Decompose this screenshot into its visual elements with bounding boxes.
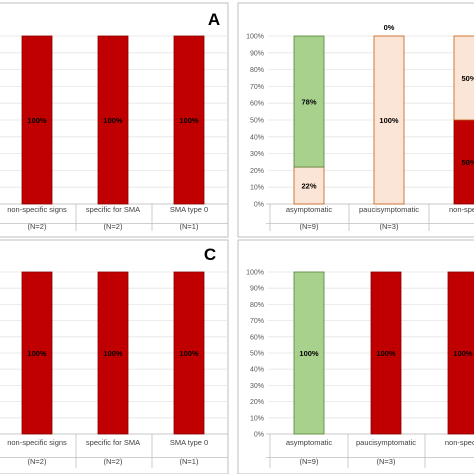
- bar-value-label: 100%: [379, 116, 399, 125]
- y-tick-label: 60%: [250, 334, 264, 341]
- bar-segment: [173, 35, 205, 205]
- bar-segment: [293, 35, 325, 168]
- y-tick-label: 0%: [254, 202, 264, 209]
- y-tick-label: 80%: [250, 302, 264, 309]
- panel-frame: [237, 239, 474, 474]
- y-tick-label: 50%: [250, 118, 264, 125]
- y-tick-label: 40%: [250, 134, 264, 141]
- bar-segment: [293, 166, 325, 205]
- panel-letter: C: [204, 245, 216, 264]
- x-category-label: SMA type 0: [170, 205, 208, 214]
- y-tick-label: 10%: [250, 185, 264, 192]
- x-category-label: SMA type 0: [170, 438, 208, 447]
- x-category-label: non-specifi: [445, 438, 474, 447]
- y-tick-label: 70%: [250, 84, 264, 91]
- bar-value-label: 100%: [376, 349, 396, 358]
- y-tick-label: 90%: [250, 50, 264, 57]
- x-category-label: non-specific: [449, 205, 474, 214]
- y-tick-label: 90%: [250, 286, 264, 293]
- x-category-count: (N=3): [377, 457, 396, 466]
- y-tick-label: 10%: [250, 415, 264, 422]
- y-tick-label: 70%: [250, 318, 264, 325]
- bar-value-label: 78%: [301, 98, 316, 107]
- bar-value-label: 100%: [453, 349, 473, 358]
- bar-value-label: 100%: [299, 349, 319, 358]
- x-category-label: asymptomatic: [286, 438, 333, 447]
- y-tick-label: 0%: [254, 432, 264, 439]
- x-category-count: (N=2): [28, 222, 47, 231]
- y-tick-label: 40%: [250, 367, 264, 374]
- chart-panel-2: 0% 10% 20% 30% 40% 50% 60% 70% 80% 90% 100% 22% 78% a…: [237, 2, 474, 238]
- x-category-label: specific for SMA: [86, 438, 140, 447]
- bar-segment: [21, 271, 53, 435]
- bar-segment: [370, 271, 402, 435]
- x-category-label: asymptomatic: [286, 205, 333, 214]
- bar-value-label: 22%: [301, 182, 316, 191]
- x-category-count: (N=1): [180, 222, 199, 231]
- bar-value-label: 50%: [461, 158, 474, 167]
- x-category-count: (N=2): [104, 457, 123, 466]
- x-category-label: paucisymptomatic: [359, 205, 419, 214]
- bar-segment: [293, 271, 325, 435]
- panel-letter: A: [208, 10, 220, 29]
- y-tick-label: 100%: [246, 270, 264, 277]
- bar-value-label: 100%: [179, 116, 199, 125]
- chart-panel-4: 0% 10% 20% 30% 40% 50% 60% 70% 80% 90% 100% 100% asy…: [237, 239, 474, 474]
- x-category-count: (N=9): [300, 222, 319, 231]
- x-category-count: (N=2): [28, 457, 47, 466]
- y-tick-label: 100%: [246, 34, 264, 41]
- bar-value-label: 100%: [103, 116, 123, 125]
- x-category-label: specific for SMA: [86, 205, 140, 214]
- bar-segment: [97, 35, 129, 205]
- x-category-label: non-specific signs: [7, 205, 67, 214]
- bar-segment: [373, 35, 405, 205]
- y-tick-label: 30%: [250, 151, 264, 158]
- x-category-label: paucisymptomatic: [356, 438, 416, 447]
- bar-segment: [21, 35, 53, 205]
- chart-panel-1: 100% non-specific signs (N=2) 100% specific …: [0, 2, 229, 238]
- y-tick-label: 60%: [250, 101, 264, 108]
- y-tick-label: 50%: [250, 351, 264, 358]
- chart-panel-3: 100% non-specific signs (N=2) 100% specific …: [0, 239, 229, 474]
- bar-value-label: 50%: [461, 74, 474, 83]
- bar-segment: [447, 271, 474, 435]
- bar-value-label: 100%: [179, 349, 199, 358]
- bar-value-label: 0%: [384, 23, 395, 32]
- bar-segment: [173, 271, 205, 435]
- bar-value-label: 100%: [27, 349, 47, 358]
- bar-value-label: 100%: [103, 349, 123, 358]
- x-category-count: (N=2): [104, 222, 123, 231]
- x-category-count: (N=3): [380, 222, 399, 231]
- y-tick-label: 30%: [250, 383, 264, 390]
- x-category-count: (N=9): [300, 457, 319, 466]
- y-tick-label: 20%: [250, 168, 264, 175]
- bar-segment: [97, 271, 129, 435]
- bar-segment: [453, 35, 474, 121]
- y-tick-label: 80%: [250, 67, 264, 74]
- bar-value-label: 100%: [27, 116, 47, 125]
- x-category-count: (N=1): [180, 457, 199, 466]
- y-tick-label: 20%: [250, 399, 264, 406]
- x-category-label: non-specific signs: [7, 438, 67, 447]
